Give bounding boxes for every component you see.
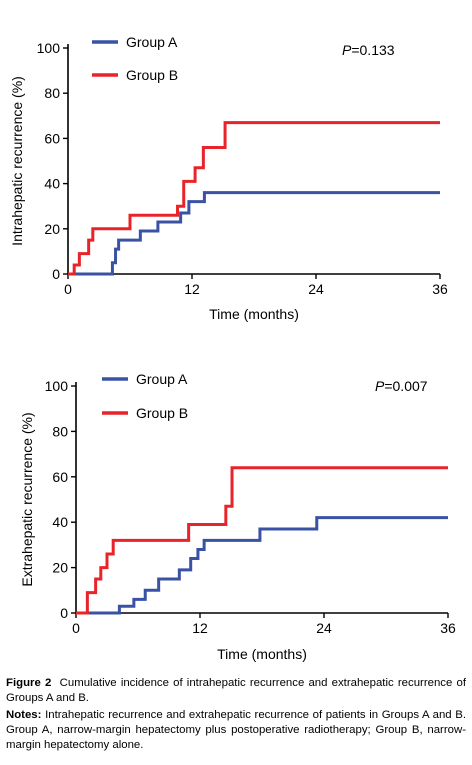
x-tick-label: 36: [440, 620, 456, 636]
x-tick-label: 12: [192, 620, 208, 636]
figure-caption: Figure 2 Cumulative incidence of intrahe…: [6, 676, 466, 755]
p-value-symbol: P: [375, 378, 385, 394]
p-value-annotation: P=0.133: [342, 42, 395, 58]
y-tick-label: 20: [44, 221, 60, 237]
x-axis-label: Time (months): [209, 306, 299, 322]
series-line-group-b: [76, 466, 448, 615]
p-value-text: =0.007: [384, 378, 427, 394]
p-value-annotation: P=0.007: [375, 378, 428, 394]
legend-label-group-a: Group A: [126, 34, 178, 50]
chart-1: 0 20 40 60 80 100 0 12 24 36 Time (months) Intrahep…: [9, 34, 448, 322]
y-tick-label: 60: [44, 130, 60, 146]
figure-label: Figure 2: [6, 677, 52, 689]
y-axis-label: Intrahepatic recurrence (%): [9, 76, 25, 246]
p-value-text: =0.133: [351, 42, 394, 58]
y-tick-label: 100: [45, 378, 69, 394]
y-tick-label: 60: [52, 469, 68, 485]
y-tick-label: 80: [52, 423, 68, 439]
series-line-group-a: [76, 516, 448, 615]
y-tick-label: 0: [52, 266, 60, 282]
y-tick-label: 40: [44, 176, 60, 192]
x-tick-label: 24: [308, 281, 324, 297]
figure-notes: Notes: Intrahepatic recurrence and extra…: [6, 708, 466, 753]
notes-label: Notes:: [6, 709, 42, 721]
series-line-group-a: [68, 191, 440, 276]
x-tick-label: 0: [72, 620, 80, 636]
legend-label-group-b: Group B: [126, 67, 178, 83]
y-axis-label: Extrahepatic recurrence (%): [19, 412, 35, 586]
y-tick-label: 80: [44, 85, 60, 101]
y-tick-label: 0: [60, 605, 68, 621]
figure-charts: 0 20 40 60 80 100 0 12 24 36 Time (months) Intrahep…: [9, 34, 456, 662]
figure-caption-text: Cumulative incidence of intrahepatic rec…: [6, 677, 466, 704]
x-tick-label: 36: [432, 281, 448, 297]
series-line-group-b: [68, 121, 440, 276]
x-tick-label: 0: [64, 281, 72, 297]
legend-label-group-b: Group B: [136, 405, 188, 421]
y-tick-label: 20: [52, 560, 68, 576]
y-tick-label: 40: [52, 514, 68, 530]
legend-label-group-a: Group A: [136, 371, 188, 387]
p-value-symbol: P: [342, 42, 352, 58]
notes-text: Intrahepatic recurrence and extrahepatic…: [6, 709, 466, 751]
x-tick-label: 12: [184, 281, 200, 297]
figure-caption-main: Figure 2 Cumulative incidence of intrahe…: [6, 676, 466, 706]
x-axis-label: Time (months): [217, 646, 307, 662]
chart-2: 0 20 40 60 80 100 0 12 24 36 Time (months) Extrahep…: [19, 371, 456, 662]
x-tick-label: 24: [316, 620, 332, 636]
y-tick-label: 100: [37, 40, 61, 56]
